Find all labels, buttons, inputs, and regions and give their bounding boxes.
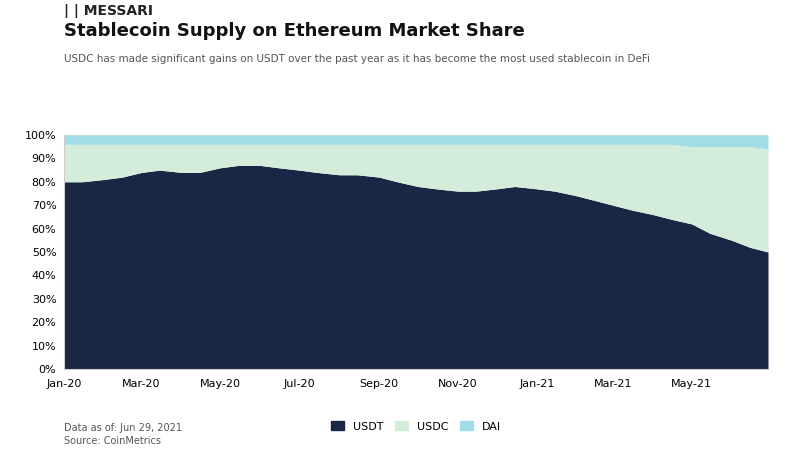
Legend: USDT, USDC, DAI: USDT, USDC, DAI (326, 417, 506, 436)
Text: Data as of: Jun 29, 2021: Data as of: Jun 29, 2021 (64, 423, 182, 433)
Text: | | MESSARI: | | MESSARI (64, 4, 153, 18)
Text: USDC has made significant gains on USDT over the past year as it has become the : USDC has made significant gains on USDT … (64, 54, 650, 64)
Text: Source: CoinMetrics: Source: CoinMetrics (64, 436, 161, 446)
Text: Stablecoin Supply on Ethereum Market Share: Stablecoin Supply on Ethereum Market Sha… (64, 22, 525, 40)
